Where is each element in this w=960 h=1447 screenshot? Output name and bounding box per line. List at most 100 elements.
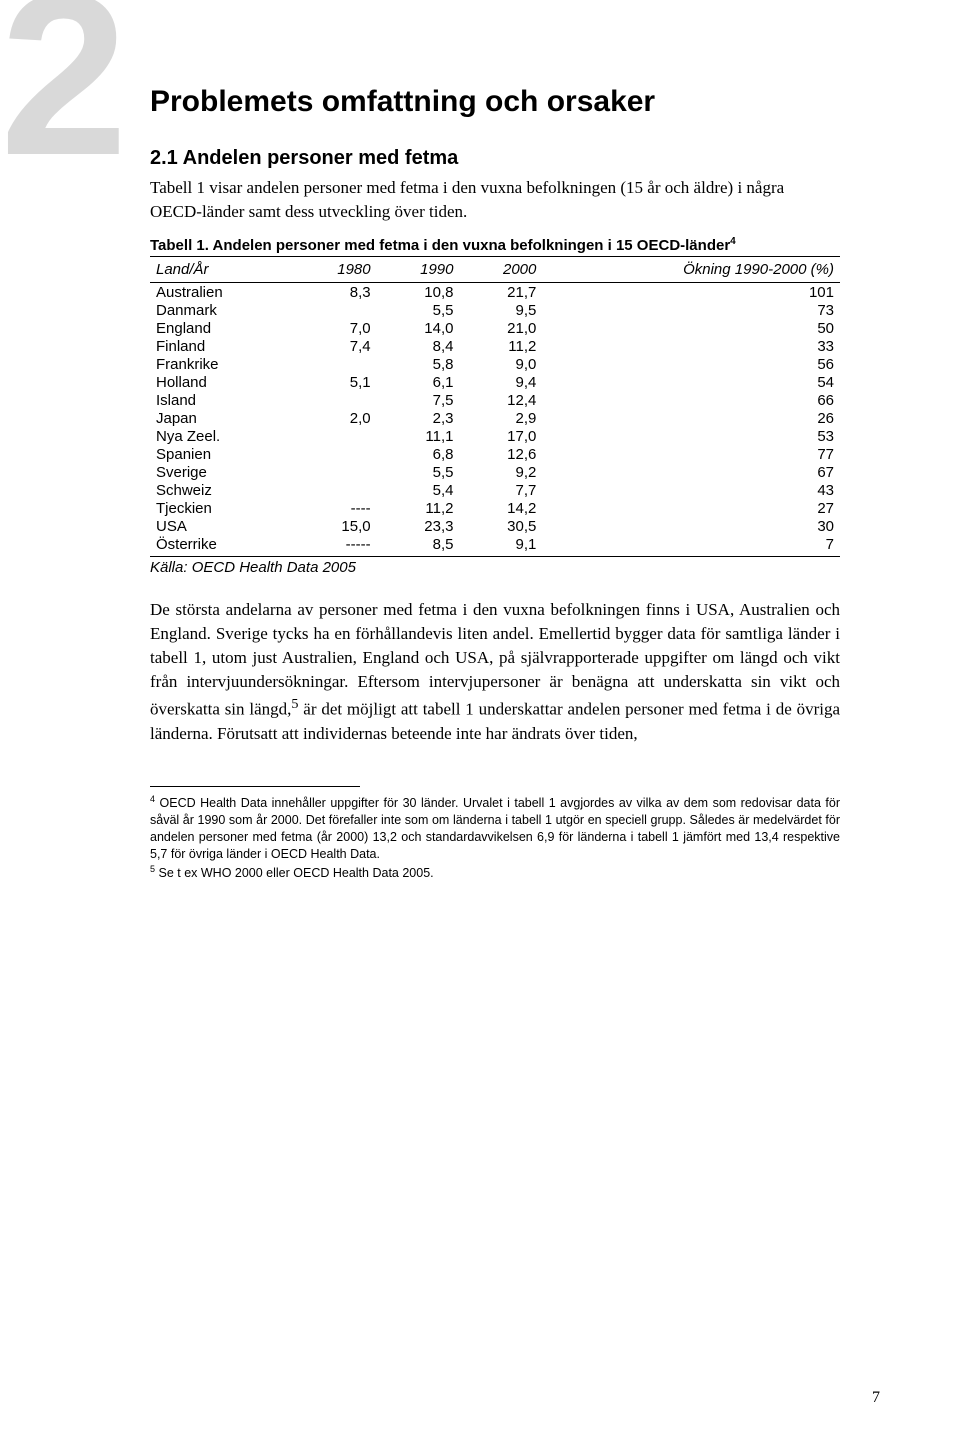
table-cell: 43 <box>542 481 840 499</box>
table-cell: 73 <box>542 301 840 319</box>
table-caption-prefix: Tabell 1. <box>150 237 209 254</box>
table-cell: 6,1 <box>377 373 460 391</box>
table-cell: 8,4 <box>377 337 460 355</box>
table-row: Finland7,48,411,233 <box>150 337 840 355</box>
table-cell: 27 <box>542 499 840 517</box>
table-cell: 5,5 <box>377 463 460 481</box>
table-cell: 14,2 <box>460 499 543 517</box>
table-row: Australien8,310,821,7101 <box>150 282 840 301</box>
table-cell: England <box>150 319 294 337</box>
table-cell <box>294 355 377 373</box>
table-cell: Nya Zeel. <box>150 427 294 445</box>
table-row: Spanien6,812,677 <box>150 445 840 463</box>
table-cell: 9,1 <box>460 535 543 557</box>
table-cell: 21,7 <box>460 282 543 301</box>
table-cell: 17,0 <box>460 427 543 445</box>
table-cell: 54 <box>542 373 840 391</box>
table-cell: Holland <box>150 373 294 391</box>
table-cell: 9,0 <box>460 355 543 373</box>
page-number: 7 <box>872 1389 880 1407</box>
table-cell: 7,7 <box>460 481 543 499</box>
table-cell: 12,4 <box>460 391 543 409</box>
table-cell: 9,4 <box>460 373 543 391</box>
table-cell: 56 <box>542 355 840 373</box>
table-cell: 30,5 <box>460 517 543 535</box>
table-cell: 66 <box>542 391 840 409</box>
section-title-text: Andelen personer med fetma <box>183 147 459 169</box>
table-cell <box>294 445 377 463</box>
chapter-number: 2 <box>0 0 128 190</box>
footnote-text: OECD Health Data innehåller uppgifter fö… <box>150 796 840 861</box>
table-cell: 26 <box>542 409 840 427</box>
table-cell: 11,1 <box>377 427 460 445</box>
table-row: Tjeckien----11,214,227 <box>150 499 840 517</box>
table-cell: 23,3 <box>377 517 460 535</box>
table-row: Island 7,512,466 <box>150 391 840 409</box>
col-header: 2000 <box>460 256 543 282</box>
table-cell: 7,0 <box>294 319 377 337</box>
col-header: 1980 <box>294 256 377 282</box>
table-cell: 5,4 <box>377 481 460 499</box>
table-row: USA15,023,330,530 <box>150 517 840 535</box>
table-cell: 21,0 <box>460 319 543 337</box>
table-cell: ----- <box>294 535 377 557</box>
table-cell: Island <box>150 391 294 409</box>
table-cell: 2,3 <box>377 409 460 427</box>
table-cell: 7,5 <box>377 391 460 409</box>
col-header: Land/År <box>150 256 294 282</box>
table-row: Schweiz5,47,743 <box>150 481 840 499</box>
section-number: 2.1 <box>150 147 178 169</box>
table-row: Danmark 5,59,573 <box>150 301 840 319</box>
table-cell: 7,4 <box>294 337 377 355</box>
table-cell <box>294 301 377 319</box>
table-cell: 67 <box>542 463 840 481</box>
footnote-text: Se t ex WHO 2000 eller OECD Health Data … <box>155 866 434 880</box>
table-cell: Danmark <box>150 301 294 319</box>
table-cell <box>294 391 377 409</box>
table-cell: 12,6 <box>460 445 543 463</box>
table-cell: 9,2 <box>460 463 543 481</box>
col-header: Ökning 1990-2000 (%) <box>542 256 840 282</box>
table-cell: 77 <box>542 445 840 463</box>
table-cell <box>294 463 377 481</box>
table-cell: 33 <box>542 337 840 355</box>
table-cell: 8,5 <box>377 535 460 557</box>
table-cell: Frankrike <box>150 355 294 373</box>
table-caption-sup: 4 <box>730 236 736 247</box>
table-cell: 5,1 <box>294 373 377 391</box>
table-cell: 14,0 <box>377 319 460 337</box>
table-cell: Finland <box>150 337 294 355</box>
table-cell: 5,5 <box>377 301 460 319</box>
table-cell: 101 <box>542 282 840 301</box>
table-caption: Tabell 1. Andelen personer med fetma i d… <box>150 236 840 254</box>
footnote-5: 5 Se t ex WHO 2000 eller OECD Health Dat… <box>150 863 840 882</box>
table-row: Österrike-----8,59,17 <box>150 535 840 557</box>
table-cell: 11,2 <box>377 499 460 517</box>
table-cell: ---- <box>294 499 377 517</box>
table-cell: 9,5 <box>460 301 543 319</box>
table-cell: 11,2 <box>460 337 543 355</box>
chapter-title: Problemets omfattning och orsaker <box>150 85 840 119</box>
table-row: Nya Zeel. 11,117,053 <box>150 427 840 445</box>
table-cell: 30 <box>542 517 840 535</box>
table-header-row: Land/År 1980 1990 2000 Ökning 1990-2000 … <box>150 256 840 282</box>
table-row: Sverige 5,59,267 <box>150 463 840 481</box>
table-cell: 2,0 <box>294 409 377 427</box>
table-cell <box>294 427 377 445</box>
table-cell <box>294 481 377 499</box>
table-cell: 5,8 <box>377 355 460 373</box>
table-cell: 7 <box>542 535 840 557</box>
table-cell: Österrike <box>150 535 294 557</box>
table-row: Holland5,16,19,454 <box>150 373 840 391</box>
table-cell: 50 <box>542 319 840 337</box>
table-cell: Australien <box>150 282 294 301</box>
footnote-4: 4 OECD Health Data innehåller uppgifter … <box>150 793 840 863</box>
section-title: 2.1 Andelen personer med fetma <box>150 147 840 170</box>
table-cell: 53 <box>542 427 840 445</box>
table-caption-text: Andelen personer med fetma i den vuxna b… <box>213 237 731 254</box>
table-row: England7,014,021,050 <box>150 319 840 337</box>
table-cell: 10,8 <box>377 282 460 301</box>
table-cell: 15,0 <box>294 517 377 535</box>
table-cell: USA <box>150 517 294 535</box>
table-cell: Sverige <box>150 463 294 481</box>
